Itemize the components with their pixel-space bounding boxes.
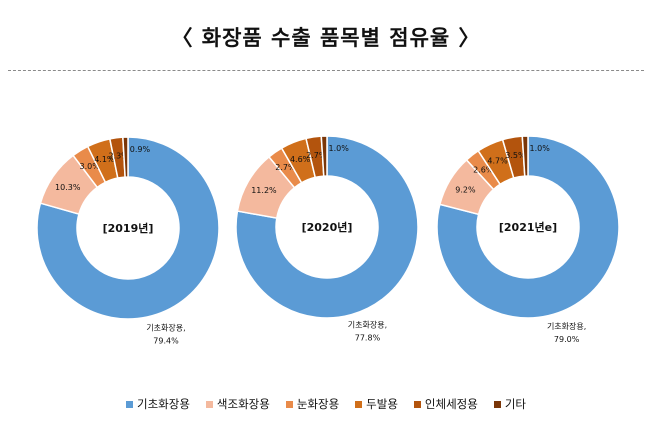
value-label-basic-skincare: 기초화장용, 79.4% (146, 322, 185, 345)
legend-label: 눈화장용 (296, 397, 340, 411)
slice-basic-skincare (235, 135, 419, 319)
value-label-other: 1.0% (329, 144, 350, 153)
value-label-eye-makeup: 2.7% (275, 163, 296, 172)
legend-swatch (355, 400, 363, 408)
value-label-hair: 4.6% (290, 155, 311, 164)
value-label-body-cleansing: 2.3% (108, 152, 129, 161)
legend-item: 기초화장용 (126, 396, 190, 412)
slice-other (320, 135, 328, 177)
legend-label: 두발용 (366, 397, 398, 411)
value-label-body-cleansing: 3.5% (505, 151, 526, 160)
legend-item: 색조화장용 (205, 396, 270, 412)
value-label-hair: 4.7% (487, 157, 508, 166)
value-label-eye-makeup: 2.6% (473, 165, 494, 174)
year-label: [2021년e] (499, 220, 557, 234)
value-label-color-makeup: 9.2% (455, 185, 476, 194)
legend-label: 기타 (504, 397, 526, 411)
slice-basic-skincare (36, 136, 220, 320)
value-label-eye-makeup: 3.0% (79, 162, 100, 171)
value-label-color-makeup: 10.3% (55, 183, 81, 192)
legend-item: 눈화장용 (285, 396, 340, 412)
legend-label: 기초화장용 (137, 397, 190, 411)
donut-charts: 기초화장용, 79.4% 10.3% 3.0%4.1%2.3%0.9% [2019년] 기… (36, 135, 620, 345)
legend-swatch (205, 400, 213, 408)
legend-swatch (285, 400, 293, 408)
slice-other (122, 136, 129, 178)
year-label: [2020년] (302, 220, 353, 234)
legend-label: 색조화장용 (216, 397, 270, 411)
value-label-color-makeup: 11.2% (251, 186, 277, 195)
chart-title: 〈 화장품 수출 품목별 점유율 〉 (171, 26, 481, 50)
value-label-other: 1.0% (530, 144, 551, 153)
value-label-hair: 4.1% (94, 155, 115, 164)
legend: 기초화장용 색조화장용 눈화장용 두발용 인체세정용 기타 (0, 396, 652, 412)
value-label-body-cleansing: 2.7% (306, 151, 327, 160)
slice-other (521, 135, 529, 177)
slice-basic-skincare (436, 135, 620, 319)
year-label: [2019년] (103, 221, 154, 235)
legend-swatch (493, 400, 501, 408)
legend-item: 기타 (493, 396, 526, 412)
legend-item: 두발용 (355, 396, 398, 412)
legend-item: 인체세정용 (413, 396, 478, 412)
legend-label: 인체세정용 (424, 397, 478, 411)
title-divider (8, 70, 644, 71)
legend-swatch (413, 400, 421, 408)
value-label-other: 0.9% (130, 145, 151, 154)
value-label-basic-skincare: 기초화장용, 79.0% (547, 321, 586, 344)
legend-swatch (126, 400, 134, 408)
value-label-basic-skincare: 기초화장용, 77.8% (348, 319, 387, 342)
